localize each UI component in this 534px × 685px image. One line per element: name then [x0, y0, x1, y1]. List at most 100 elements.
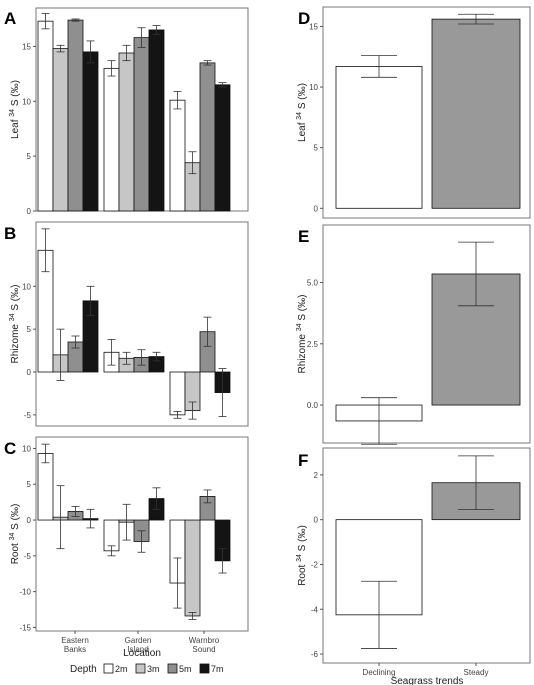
y-tick-label: 0 [27, 368, 32, 377]
y-axis-title-main: Leaf [10, 117, 21, 139]
plot-frame [35, 221, 249, 427]
y-axis-title-unit: S (‰) [10, 285, 21, 314]
y-axis-title: Leaf 34 S (‰) [9, 80, 21, 139]
bar-steady-trend [431, 18, 521, 209]
y-tick-label: 15 [309, 22, 318, 31]
bar-eastern-banks-3m [52, 48, 69, 212]
panel-label: D [298, 9, 310, 28]
y-tick-label: 5 [314, 144, 319, 153]
bar-eastern-banks-2m [37, 20, 54, 212]
panel-label: A [4, 9, 16, 28]
panel-e: E 0.0 2.5 5.0 Rhizome 34 S (‰) [296, 224, 531, 445]
y-axis-title-superscript: 34 [9, 532, 16, 540]
bar-garden-island-3m [118, 52, 135, 212]
y-axis-title-main: Rhizome [10, 321, 21, 363]
y-tick-label: -5 [24, 552, 32, 561]
x-axis-title: Seagrass trends [391, 676, 464, 685]
bar-warnbro-sound-3m [184, 519, 201, 617]
legend-swatch-3m [135, 663, 146, 674]
y-tick-label: 2 [314, 471, 319, 480]
panel-f: F -6 -4 -2 0 2 Root 34 S (‰) Declining SteadySea… [296, 447, 531, 685]
y-axis-title: Rhizome 34 S (‰) [296, 295, 308, 374]
y-tick-label: -10 [19, 588, 31, 597]
y-tick-label: 0 [314, 204, 319, 213]
y-axis-title-superscript: 34 [9, 109, 16, 117]
bar-garden-island-7m [148, 29, 165, 212]
y-tick-label: 5 [27, 325, 32, 334]
legend-label-3m: 3m [147, 664, 160, 674]
y-axis-title-superscript: 34 [296, 323, 303, 331]
legend-title: Depth [70, 664, 97, 675]
y-axis-title-superscript: 34 [9, 313, 16, 321]
legend-swatch-5m [167, 663, 178, 674]
y-tick-label: 5 [27, 152, 32, 161]
panel-label: B [4, 224, 16, 243]
panel-label: F [298, 451, 308, 470]
y-tick-label: -4 [311, 605, 319, 614]
legend-label-2m: 2m [115, 664, 128, 674]
y-axis-title-main: Rhizome [297, 331, 308, 373]
legend-swatch-2m [103, 663, 114, 674]
panel-d: D 0 5 10 15 Leaf 34 S (‰) [296, 6, 531, 219]
y-tick-label: 2.5 [307, 340, 319, 349]
y-axis-title-main: Leaf [297, 120, 308, 142]
y-axis-title-superscript: 34 [296, 112, 303, 120]
x-tick-label: Eastern [61, 636, 89, 645]
y-tick-label: 5 [27, 480, 32, 489]
bar-warnbro-sound-2m [169, 371, 186, 416]
y-axis-title: Leaf 34 S (‰) [296, 83, 308, 142]
y-tick-label: 10 [22, 444, 31, 453]
y-axis-title-unit: S (‰) [297, 295, 308, 324]
y-tick-label: 0 [314, 516, 319, 525]
y-tick-label: 15 [22, 42, 31, 51]
panel-label: E [298, 227, 309, 246]
x-axis-title: Location [123, 648, 161, 659]
legend-label-7m: 7m [211, 664, 224, 674]
x-tick-label: Island [127, 645, 148, 654]
y-tick-label: 0 [27, 516, 32, 525]
legend-label-5m: 5m [179, 664, 192, 674]
y-axis-title-unit: S (‰) [297, 525, 308, 554]
y-tick-label: 10 [309, 83, 318, 92]
y-tick-label: 10 [22, 97, 31, 106]
panel-label: C [4, 439, 16, 458]
y-axis-title: Rhizome 34 S (‰) [9, 285, 21, 364]
y-axis-title: Root 34 S (‰) [9, 504, 21, 565]
legend: Depth 2m 3m 5m 7m [70, 663, 224, 675]
bar-eastern-banks-5m [67, 19, 84, 212]
x-tick-label: Sound [192, 645, 215, 654]
x-tick-label: Warnbro [189, 636, 220, 645]
x-tick-label: Banks [64, 645, 86, 654]
bar-eastern-banks-7m [82, 51, 99, 212]
y-axis-title-unit: S (‰) [10, 504, 21, 533]
y-axis-title-superscript: 34 [296, 554, 303, 562]
y-tick-label: 5.0 [307, 279, 319, 288]
x-tick-label: Steady [464, 668, 489, 677]
bar-garden-island-5m [133, 37, 150, 212]
x-tick-label: Garden [125, 636, 152, 645]
y-tick-label: -5 [24, 411, 32, 420]
bar-warnbro-sound-7m [214, 84, 231, 212]
y-tick-label: 10 [22, 282, 31, 291]
bar-garden-island-2m [103, 67, 120, 212]
bar-warnbro-sound-2m [169, 99, 186, 212]
y-tick-label: 0.0 [307, 401, 319, 410]
y-axis-title-main: Root [10, 540, 21, 564]
bar-warnbro-sound-5m [199, 62, 216, 212]
legend-swatch-7m [199, 663, 210, 674]
bar-declining-trend [335, 66, 423, 209]
y-axis-title: Root 34 S (‰) [296, 525, 308, 586]
y-tick-label: -6 [311, 650, 319, 659]
y-axis-title-unit: S (‰) [10, 80, 21, 109]
y-tick-label: -2 [311, 560, 319, 569]
y-tick-label: -15 [19, 623, 31, 632]
x-tick-label: Declining [363, 668, 396, 677]
y-tick-label: 0 [27, 207, 32, 216]
panel-a: A 0 5 10 15 Leaf 34 S (‰) [4, 7, 249, 216]
y-axis-title-main: Root [297, 562, 308, 586]
y-axis-title-unit: S (‰) [297, 83, 308, 112]
bar-eastern-banks-2m [37, 453, 54, 521]
